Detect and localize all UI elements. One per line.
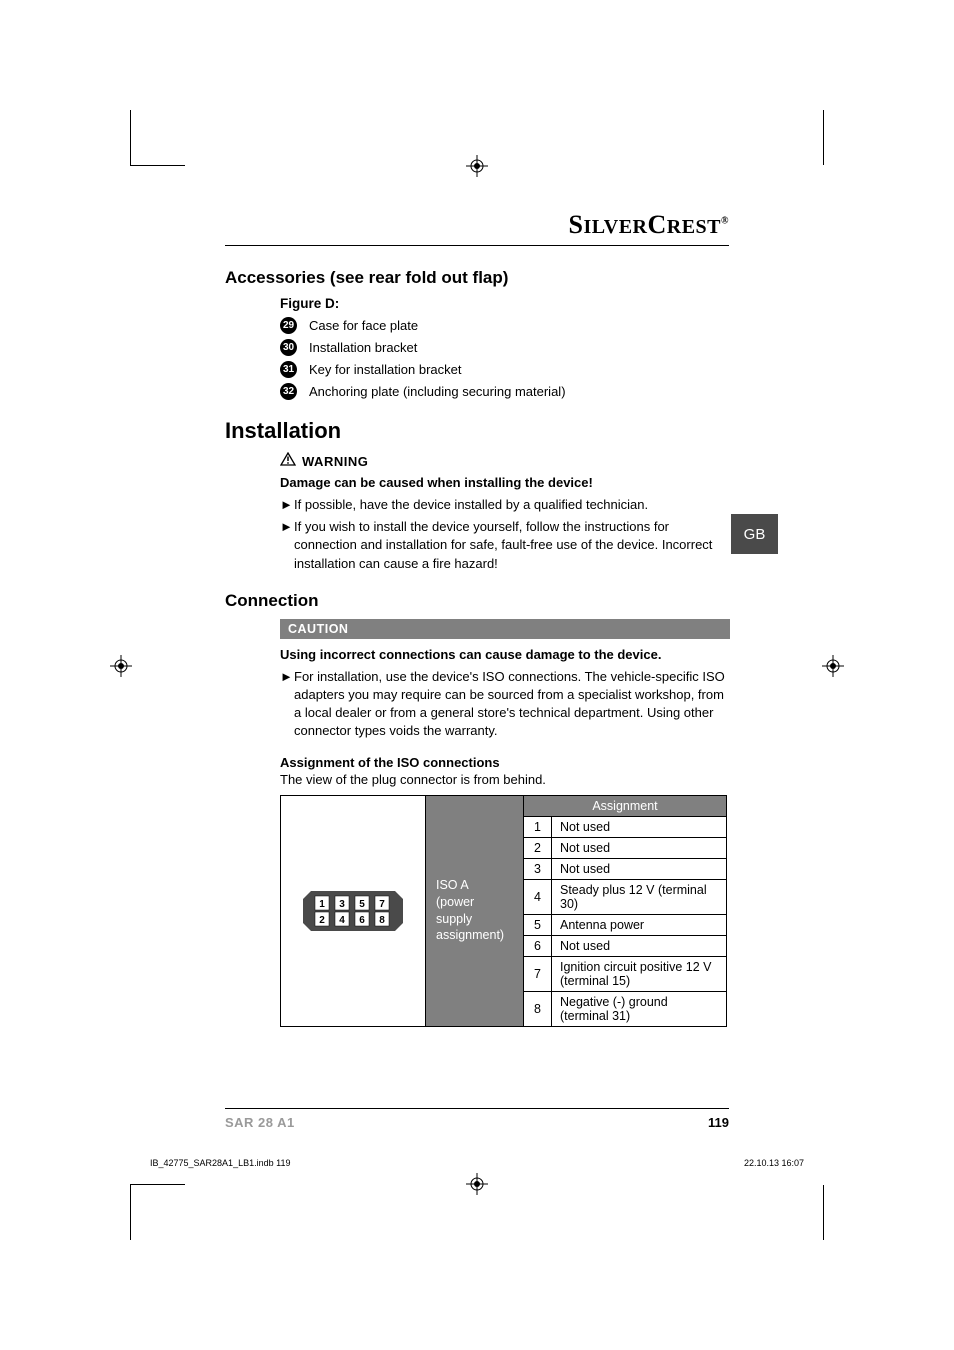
header-rule (225, 245, 729, 246)
pin-assignment: Antenna power (552, 914, 727, 935)
caution-title: Using incorrect connections can cause da… (280, 647, 730, 662)
pin-number: 8 (524, 991, 552, 1026)
crop-mark (130, 110, 131, 165)
connector-diagram-icon: 1 3 5 7 2 4 6 8 (283, 796, 423, 1026)
list-item: 29 Case for face plate (280, 317, 730, 334)
item-number-icon: 32 (280, 383, 297, 400)
crop-mark (130, 165, 185, 166)
iso-table: 1 3 5 7 2 4 6 8 ISO A (power supply assignment… (280, 795, 727, 1027)
svg-text:8: 8 (379, 915, 385, 926)
footer-model: SAR 28 A1 (225, 1115, 295, 1130)
figure-label: Figure D: (280, 296, 730, 311)
pin-assignment: Not used (552, 935, 727, 956)
crop-mark (823, 1185, 824, 1240)
registration-mark-icon (110, 655, 132, 677)
item-label: Anchoring plate (including securing mate… (309, 384, 566, 399)
pin-number: 4 (524, 879, 552, 914)
svg-text:6: 6 (359, 915, 365, 926)
connector-diagram-cell: 1 3 5 7 2 4 6 8 (281, 795, 426, 1026)
caution-bar: CAUTION (280, 619, 730, 639)
bullet-item: ► For installation, use the device's ISO… (280, 668, 730, 741)
bullet-item: ► If possible, have the device installed… (280, 496, 730, 514)
bullet-icon: ► (280, 518, 294, 573)
registration-mark-icon (822, 655, 844, 677)
footer-page-number: 119 (708, 1115, 729, 1130)
accessories-heading: Accessories (see rear fold out flap) (225, 268, 730, 288)
crop-mark (130, 1184, 185, 1185)
registration-mark-icon (466, 155, 488, 177)
imprint-line: IB_42775_SAR28A1_LB1.indb 119 22.10.13 1… (150, 1158, 804, 1168)
bullet-text: If possible, have the device installed b… (294, 496, 648, 514)
iso-heading: Assignment of the ISO connections (280, 755, 730, 770)
pin-assignment: Negative (-) ground (terminal 31) (552, 991, 727, 1026)
crop-mark (823, 110, 824, 165)
imprint-left: IB_42775_SAR28A1_LB1.indb 119 (150, 1158, 290, 1168)
list-item: 31 Key for installation bracket (280, 361, 730, 378)
bullet-text: If you wish to install the device yourse… (294, 518, 730, 573)
pin-number: 7 (524, 956, 552, 991)
warning-label: WARNING (302, 454, 368, 469)
pin-number: 6 (524, 935, 552, 956)
warning-title: Damage can be caused when installing the… (280, 475, 730, 490)
pin-assignment: Steady plus 12 V (terminal 30) (552, 879, 727, 914)
svg-text:2: 2 (319, 915, 325, 926)
item-label: Case for face plate (309, 318, 418, 333)
installation-heading: Installation (225, 418, 730, 444)
pin-assignment: Ignition circuit positive 12 V (terminal… (552, 956, 727, 991)
crop-mark (130, 1185, 131, 1240)
brand-logo: SILVERCREST® (569, 210, 730, 240)
iso-a-line: ISO A (436, 878, 469, 892)
pin-number: 5 (524, 914, 552, 935)
svg-text:3: 3 (339, 899, 345, 910)
svg-text:7: 7 (379, 899, 385, 910)
item-label: Installation bracket (309, 340, 417, 355)
warning-triangle-icon (280, 452, 296, 471)
page-footer: SAR 28 A1 119 (225, 1108, 729, 1130)
iso-subtext: The view of the plug connector is from b… (280, 772, 730, 787)
svg-text:4: 4 (339, 915, 345, 926)
item-label: Key for installation bracket (309, 362, 461, 377)
accessories-list: 29 Case for face plate 30 Installation b… (280, 317, 730, 400)
item-number-icon: 31 (280, 361, 297, 378)
iso-a-line: assignment) (436, 928, 504, 942)
pin-assignment: Not used (552, 837, 727, 858)
list-item: 30 Installation bracket (280, 339, 730, 356)
pin-number: 3 (524, 858, 552, 879)
pin-assignment: Not used (552, 858, 727, 879)
svg-text:5: 5 (359, 899, 365, 910)
pin-number: 2 (524, 837, 552, 858)
bullet-icon: ► (280, 496, 294, 514)
pin-number: 1 (524, 816, 552, 837)
bullet-item: ► If you wish to install the device your… (280, 518, 730, 573)
language-tab: GB (731, 514, 778, 554)
connection-heading: Connection (225, 591, 730, 611)
list-item: 32 Anchoring plate (including securing m… (280, 383, 730, 400)
item-number-icon: 30 (280, 339, 297, 356)
svg-text:1: 1 (319, 899, 325, 910)
iso-a-cell: ISO A (power supply assignment) (426, 795, 524, 1026)
imprint-right: 22.10.13 16:07 (744, 1158, 804, 1168)
item-number-icon: 29 (280, 317, 297, 334)
bullet-text: For installation, use the device's ISO c… (294, 668, 730, 741)
pin-assignment: Not used (552, 816, 727, 837)
assignment-header: Assignment (524, 795, 727, 816)
iso-a-line: (power supply (436, 895, 474, 926)
bullet-icon: ► (280, 668, 294, 741)
registration-mark-icon (466, 1173, 488, 1195)
